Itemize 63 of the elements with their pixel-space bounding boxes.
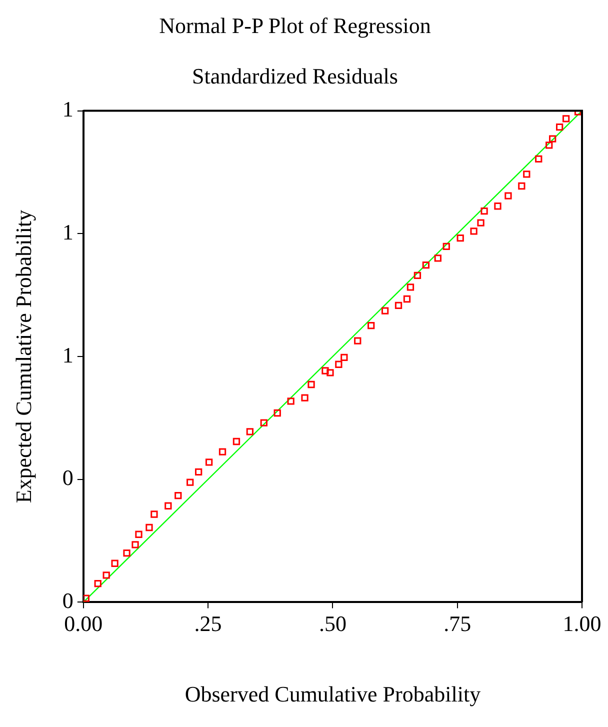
point [308, 380, 315, 388]
point [111, 560, 118, 567]
x-tick-label: .25 [194, 611, 222, 636]
x-tick-label: .50 [318, 611, 346, 636]
point [164, 502, 172, 510]
x-tick-label: 1.00 [562, 611, 602, 636]
point [477, 219, 484, 226]
point [340, 354, 348, 362]
point [456, 234, 464, 242]
x-tick-label: 0.00 [64, 611, 103, 636]
chart-subtitle: Standardized Residuals [192, 63, 398, 88]
point [205, 458, 213, 466]
point [480, 207, 488, 215]
point [434, 254, 442, 262]
point [422, 262, 430, 269]
point [335, 360, 342, 368]
point [218, 448, 226, 456]
point [246, 428, 254, 436]
point [132, 541, 139, 548]
y-tick-label: 1 [62, 219, 74, 244]
y-tick-label: 1 [62, 96, 74, 122]
y-tick-label: 0 [62, 465, 74, 490]
point [195, 468, 202, 476]
x-tick-label: .75 [444, 611, 472, 636]
point [301, 394, 308, 402]
point [232, 438, 240, 446]
point [414, 272, 422, 279]
point [535, 155, 542, 163]
point [174, 492, 182, 500]
point [549, 135, 556, 142]
point [186, 478, 194, 486]
point [406, 284, 414, 291]
point [546, 142, 553, 149]
point [287, 398, 294, 405]
point [354, 337, 362, 344]
point [470, 228, 478, 235]
point [556, 123, 564, 131]
point [102, 572, 110, 579]
point [442, 242, 450, 250]
point [518, 182, 526, 190]
point [403, 295, 411, 303]
point [274, 409, 281, 417]
point [322, 367, 329, 374]
point [494, 202, 502, 210]
point [123, 549, 130, 557]
y-tick-label: 1 [62, 342, 74, 368]
point [326, 369, 334, 376]
point [504, 192, 512, 200]
point [381, 307, 389, 314]
y-axis-title: Expected Cumulative Probability [10, 210, 36, 504]
point [83, 594, 90, 602]
y-tick-label: 0 [62, 588, 74, 613]
chart-title: Normal P-P Plot of Regression [159, 12, 431, 38]
point [394, 302, 402, 309]
point [368, 322, 375, 330]
x-axis-title: Observed Cumulative Probability [184, 682, 481, 707]
point [523, 170, 530, 178]
point [146, 524, 153, 532]
point [150, 510, 158, 518]
point [94, 580, 102, 588]
point [135, 530, 142, 538]
point [562, 115, 570, 122]
point [260, 419, 268, 426]
